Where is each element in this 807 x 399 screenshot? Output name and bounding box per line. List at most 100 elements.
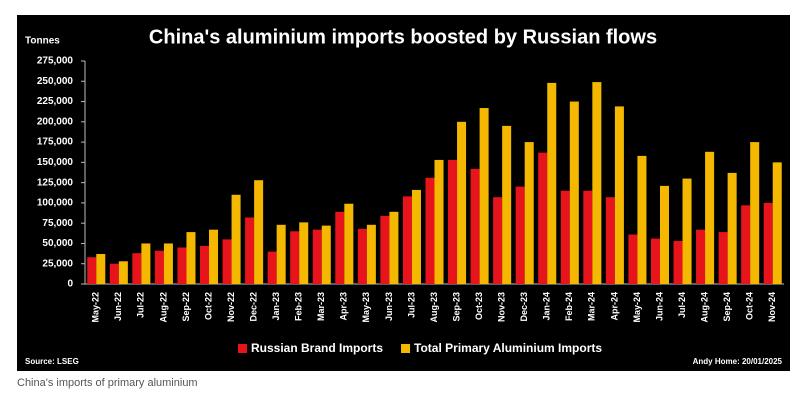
- chart-background: [17, 15, 790, 371]
- bar: [569, 101, 579, 284]
- y-tick-label: 50,000: [42, 238, 73, 249]
- bar: [199, 245, 210, 284]
- bar: [312, 229, 322, 284]
- x-tick-label: Jan-24: [542, 292, 552, 321]
- x-tick-label: Nov-22: [226, 292, 236, 322]
- x-tick-label: Sep-22: [181, 292, 191, 322]
- bar: [718, 232, 728, 284]
- x-tick-label: Oct-24: [745, 292, 755, 320]
- y-tick-label: 200,000: [37, 116, 74, 127]
- bar: [411, 189, 421, 284]
- bar: [470, 168, 480, 284]
- bar: [276, 224, 286, 284]
- bar: [614, 106, 624, 284]
- bar: [605, 197, 615, 284]
- x-tick-label: Sep-24: [722, 292, 732, 322]
- y-axis-label: Tonnes: [25, 36, 60, 47]
- bar: [177, 247, 187, 284]
- x-tick-label: Feb-24: [564, 292, 574, 321]
- bar: [457, 121, 467, 285]
- y-tick-label: 150,000: [37, 157, 74, 168]
- x-tick-label: Jan-23: [271, 292, 281, 321]
- bar: [366, 224, 376, 284]
- x-tick-label: Dec-23: [519, 292, 529, 322]
- legend-swatch: [401, 344, 411, 353]
- bar: [682, 178, 692, 284]
- bar: [763, 202, 773, 284]
- x-tick-label: Jun-24: [654, 292, 664, 321]
- bar: [502, 125, 512, 284]
- bar: [448, 159, 458, 284]
- bar: [741, 205, 751, 284]
- y-tick-label: 25,000: [42, 258, 73, 269]
- x-tick-label: Jul-23: [406, 292, 416, 318]
- bar: [583, 190, 593, 284]
- bar: [493, 197, 503, 284]
- bar: [96, 253, 106, 284]
- x-tick-label: Apr-23: [339, 292, 349, 321]
- x-tick-label: Jun-22: [113, 292, 123, 321]
- x-tick-label: Sep-23: [451, 292, 461, 322]
- bar: [425, 177, 435, 284]
- bar: [659, 185, 670, 284]
- bar: [222, 239, 232, 284]
- legend-swatch: [238, 344, 247, 353]
- x-tick-label: Aug-23: [429, 292, 439, 323]
- bar: [141, 243, 151, 284]
- y-tick-label: 125,000: [37, 177, 74, 188]
- bar: [132, 253, 142, 284]
- bar: [538, 152, 548, 284]
- bar: [547, 82, 557, 284]
- x-tick-label: Aug-22: [158, 292, 168, 323]
- bar: [628, 234, 638, 284]
- bar: [357, 228, 367, 284]
- bar: [87, 257, 97, 284]
- x-tick-label: Feb-23: [294, 292, 304, 321]
- x-tick-label: Oct-23: [474, 292, 484, 320]
- bar: [515, 186, 525, 284]
- x-tick-label: Jul-22: [136, 292, 146, 318]
- bar: [209, 229, 219, 284]
- bar: [335, 211, 345, 284]
- bar: [560, 190, 570, 284]
- bar: [267, 251, 277, 284]
- x-tick-label: May-23: [361, 292, 371, 323]
- bar: [524, 142, 534, 284]
- legend-label: Russian Brand Imports: [251, 341, 383, 355]
- x-tick-label: Aug-24: [699, 292, 709, 323]
- x-tick-label: Apr-24: [609, 292, 619, 321]
- bar: [479, 108, 489, 284]
- bar: [254, 180, 264, 284]
- bar: [696, 229, 706, 284]
- bar: [772, 162, 782, 284]
- y-tick-label: 225,000: [37, 96, 74, 107]
- bar: [592, 82, 602, 284]
- bar: [750, 142, 760, 284]
- bar: [344, 203, 354, 284]
- y-tick-label: 275,000: [37, 56, 74, 67]
- y-tick-label: 250,000: [37, 76, 74, 87]
- source: Source: LSEG: [25, 357, 79, 366]
- x-tick-label: May-22: [91, 292, 101, 323]
- x-tick-label: Nov-24: [767, 292, 777, 322]
- bar: [290, 231, 300, 284]
- bar: [434, 159, 444, 284]
- x-tick-label: Mar-24: [587, 292, 597, 321]
- x-tick-label: Jul-24: [677, 292, 687, 318]
- x-tick-label: Dec-22: [248, 292, 258, 322]
- bar: [163, 243, 173, 284]
- bar: [186, 232, 196, 284]
- caption: China's imports of primary aluminium: [17, 377, 198, 389]
- bar: [299, 222, 309, 284]
- bar: [727, 172, 737, 284]
- bar: [705, 151, 715, 284]
- x-tick-label: Nov-23: [497, 292, 507, 322]
- y-tick-label: 175,000: [37, 137, 74, 148]
- bar: [245, 217, 255, 284]
- bar: [118, 261, 128, 284]
- bar: [154, 250, 164, 284]
- bar: [637, 155, 647, 284]
- y-tick-label: 75,000: [42, 218, 73, 229]
- bar: [380, 215, 390, 284]
